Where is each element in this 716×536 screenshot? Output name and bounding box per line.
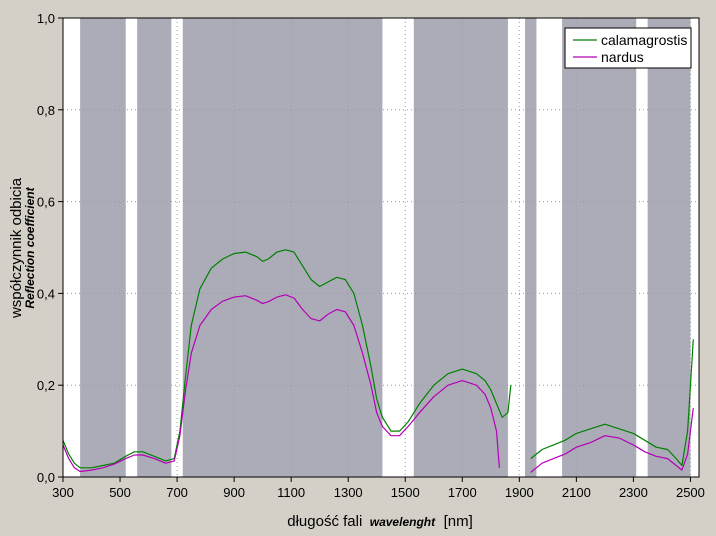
y-tick-label: 0,6 — [37, 195, 55, 210]
x-tick-label: 2500 — [676, 485, 705, 500]
x-axis-title: długość fali wavelenght [nm] — [287, 513, 473, 530]
y-tick-label: 0,4 — [37, 286, 55, 301]
x-tick-label: 300 — [52, 485, 74, 500]
shaded-bands — [80, 18, 691, 477]
y-tick-label: 0,2 — [37, 378, 55, 393]
shaded-band — [647, 18, 691, 477]
series-line-calamagrostis — [530, 339, 694, 467]
legend-label-calamagrostis: calamagrostis — [601, 32, 687, 48]
shaded-band — [562, 18, 637, 477]
y-axis-title: współczynnik odbicia — [8, 177, 25, 319]
shaded-band — [80, 18, 126, 477]
x-tick-label: 500 — [109, 485, 131, 500]
series-line-calamagrostis — [62, 249, 512, 469]
shaded-band — [525, 18, 537, 477]
shaded-band — [137, 18, 172, 477]
y-axis-ticks: 0,0 0,2 0,4 0,6 0,8 1,0 — [37, 11, 63, 485]
y-tick-label: 1,0 — [37, 11, 55, 26]
legend-label-nardus: nardus — [601, 49, 644, 65]
x-tick-label: 700 — [166, 485, 188, 500]
x-tick-label: 1300 — [334, 485, 363, 500]
y-axis-title-group: współczynnik odbicia Reflection coeffici… — [8, 177, 37, 319]
x-tick-label: 900 — [223, 485, 245, 500]
x-tick-label: 1900 — [505, 485, 534, 500]
grid-lines — [63, 18, 699, 477]
series-nardus — [62, 294, 694, 473]
plot-area-border — [62, 17, 700, 478]
series-line-nardus — [62, 294, 500, 473]
legend-box — [564, 27, 692, 69]
shaded-band — [182, 18, 383, 477]
y-axis-title-en: Reflection coefficient — [23, 186, 37, 308]
series-lines — [62, 249, 694, 473]
shaded-band — [413, 18, 508, 477]
legend: calamagrostis nardus — [564, 27, 692, 69]
series-line-nardus — [530, 408, 694, 473]
x-tick-label: 2300 — [619, 485, 648, 500]
x-axis-unit: [nm] — [444, 513, 473, 530]
x-tick-label: 2100 — [562, 485, 591, 500]
y-tick-label: 0,8 — [37, 103, 55, 118]
x-tick-label: 1100 — [277, 485, 305, 500]
x-tick-label: 1500 — [391, 485, 420, 500]
x-axis-ticks: 300 500 700 900 1100 1300 1500 1700 1900 2100 2300… — [52, 477, 705, 500]
y-tick-label: 0,0 — [37, 470, 55, 485]
x-tick-label: 1700 — [448, 485, 477, 500]
series-calamagrostis — [62, 249, 694, 469]
x-axis-title-pl: długość fali — [287, 513, 362, 530]
x-axis-title-en: wavelenght — [370, 515, 436, 529]
